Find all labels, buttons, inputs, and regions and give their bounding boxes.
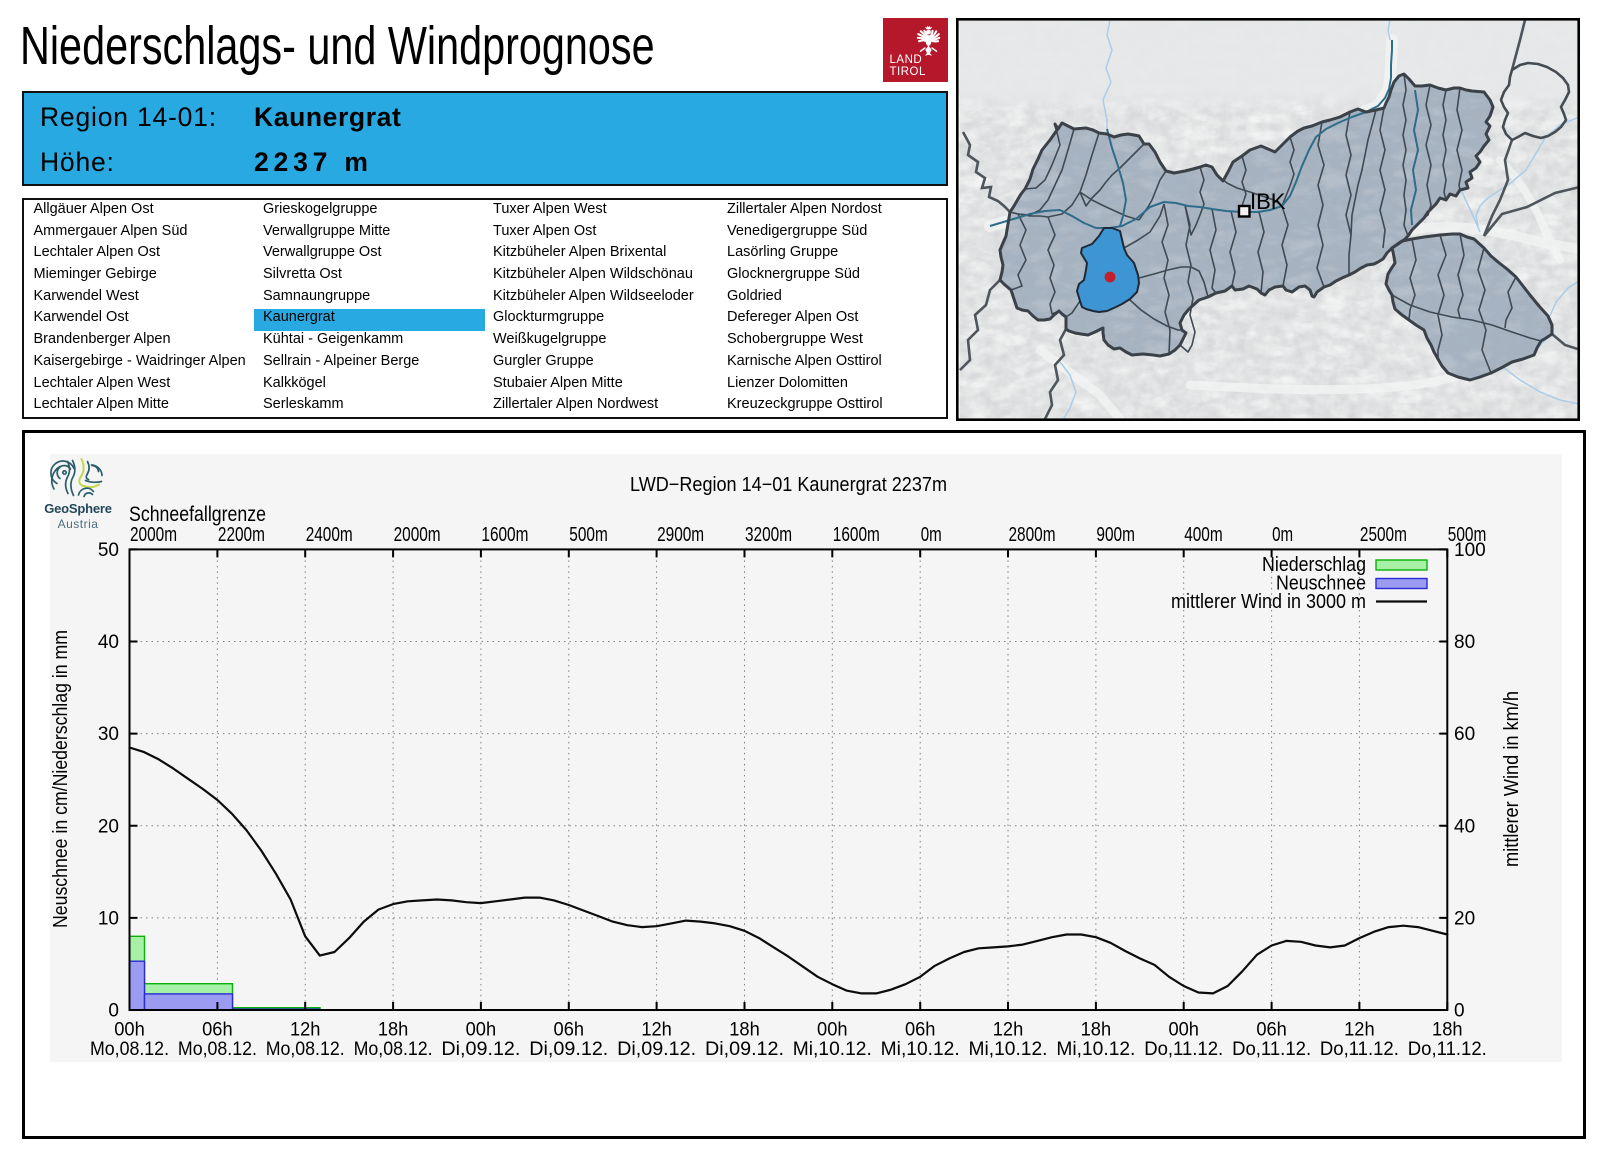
svg-text:00h: 00h [817, 1020, 848, 1041]
svg-text:LWD−Region 14−01 Kaunergrat 22: LWD−Region 14−01 Kaunergrat 2237m [630, 474, 947, 496]
svg-text:Di,09.12.: Di,09.12. [529, 1039, 608, 1060]
svg-text:40: 40 [98, 632, 119, 653]
svg-text:Neuschnee: Neuschnee [1276, 573, 1366, 595]
svg-text:100: 100 [1454, 540, 1486, 561]
svg-text:18h: 18h [378, 1020, 409, 1041]
svg-text:12h: 12h [290, 1020, 321, 1041]
svg-text:06h: 06h [554, 1020, 585, 1041]
svg-text:20: 20 [1454, 908, 1475, 929]
svg-text:18h: 18h [1432, 1020, 1463, 1041]
svg-text:00h: 00h [466, 1020, 497, 1041]
svg-text:1600m: 1600m [481, 524, 528, 546]
svg-text:Mi,10.12.: Mi,10.12. [793, 1039, 872, 1060]
svg-text:Mo,08.12.: Mo,08.12. [178, 1039, 257, 1060]
svg-text:2200m: 2200m [218, 524, 265, 546]
svg-text:Do,11.12.: Do,11.12. [1320, 1039, 1399, 1060]
svg-text:12h: 12h [993, 1020, 1024, 1041]
svg-text:0m: 0m [1272, 524, 1293, 546]
svg-text:500m: 500m [1448, 524, 1487, 546]
svg-text:Mi,10.12.: Mi,10.12. [1056, 1039, 1135, 1060]
svg-text:2900m: 2900m [657, 524, 704, 546]
svg-text:06h: 06h [1256, 1020, 1287, 1041]
svg-text:2800m: 2800m [1009, 524, 1056, 546]
svg-text:Mo,08.12.: Mo,08.12. [266, 1039, 345, 1060]
svg-text:Mo,08.12.: Mo,08.12. [90, 1039, 169, 1060]
svg-text:2500m: 2500m [1360, 524, 1407, 546]
svg-text:0: 0 [1454, 1001, 1465, 1022]
svg-text:Austria: Austria [58, 517, 99, 531]
svg-text:12h: 12h [1344, 1020, 1375, 1041]
svg-text:500m: 500m [569, 524, 608, 546]
svg-text:Schneefallgrenze: Schneefallgrenze [129, 503, 266, 526]
svg-text:60: 60 [1454, 724, 1475, 745]
svg-text:0: 0 [108, 1001, 119, 1022]
svg-text:3200m: 3200m [745, 524, 792, 546]
svg-text:400m: 400m [1184, 524, 1223, 546]
svg-text:00h: 00h [1168, 1020, 1199, 1041]
svg-text:2400m: 2400m [306, 524, 353, 546]
svg-text:00h: 00h [114, 1020, 145, 1041]
svg-text:2000m: 2000m [394, 524, 441, 546]
svg-text:10: 10 [98, 908, 119, 929]
svg-text:30: 30 [98, 724, 119, 745]
svg-text:06h: 06h [202, 1020, 233, 1041]
svg-text:mittlerer Wind in km/h: mittlerer Wind in km/h [1501, 691, 1523, 867]
svg-text:Neuschnee in cm/Niederschlag i: Neuschnee in cm/Niederschlag in mm [50, 630, 72, 928]
svg-text:1600m: 1600m [833, 524, 880, 546]
svg-text:TIROL: TIROL [890, 66, 926, 78]
svg-text:IBK: IBK [1250, 189, 1286, 214]
svg-text:2000m: 2000m [130, 524, 177, 546]
svg-text:20: 20 [98, 816, 119, 837]
svg-text:Di,09.12.: Di,09.12. [705, 1039, 784, 1060]
svg-text:Niederschlag: Niederschlag [1262, 554, 1366, 576]
svg-text:GeoSphere: GeoSphere [44, 501, 112, 516]
svg-text:12h: 12h [641, 1020, 672, 1041]
svg-text:Di,09.12.: Di,09.12. [441, 1039, 520, 1060]
svg-text:LAND: LAND [890, 54, 923, 66]
svg-text:Mo,08.12.: Mo,08.12. [354, 1039, 433, 1060]
svg-text:Do,11.12.: Do,11.12. [1408, 1039, 1487, 1060]
svg-text:18h: 18h [729, 1020, 760, 1041]
svg-text:06h: 06h [905, 1020, 936, 1041]
svg-text:900m: 900m [1096, 524, 1135, 546]
svg-text:18h: 18h [1081, 1020, 1112, 1041]
svg-text:mittlerer Wind in 3000 m: mittlerer Wind in 3000 m [1171, 591, 1366, 613]
svg-text:Mi,10.12.: Mi,10.12. [969, 1039, 1048, 1060]
svg-text:Mi,10.12.: Mi,10.12. [881, 1039, 960, 1060]
svg-text:Di,09.12.: Di,09.12. [617, 1039, 696, 1060]
svg-text:80: 80 [1454, 632, 1475, 653]
svg-text:50: 50 [98, 540, 119, 561]
svg-text:40: 40 [1454, 816, 1475, 837]
svg-text:0m: 0m [921, 524, 942, 546]
svg-text:Do,11.12.: Do,11.12. [1232, 1039, 1311, 1060]
svg-text:Do,11.12.: Do,11.12. [1144, 1039, 1223, 1060]
